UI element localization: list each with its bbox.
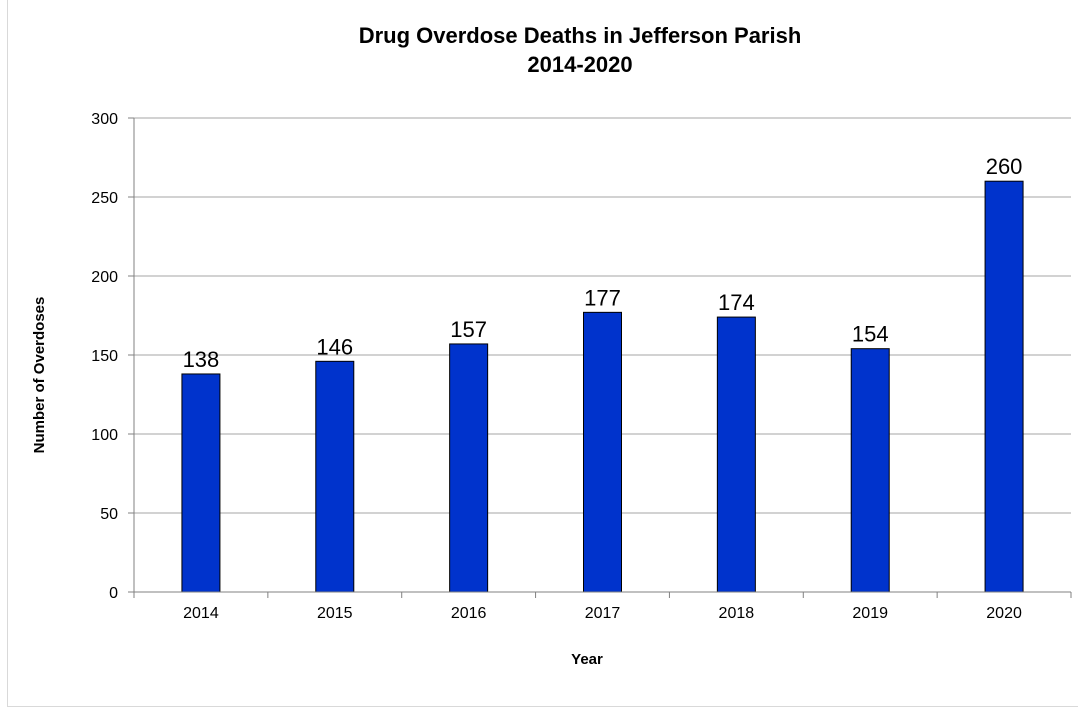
data-label: 138 bbox=[183, 347, 220, 372]
bar-2019 bbox=[850, 348, 890, 593]
bar-2018 bbox=[716, 316, 756, 593]
data-label: 146 bbox=[316, 334, 353, 359]
bar-2016 bbox=[449, 343, 489, 593]
data-label: 157 bbox=[450, 317, 487, 342]
x-tick-label: 2019 bbox=[852, 605, 888, 622]
data-label: 174 bbox=[718, 290, 755, 315]
y-tick-label: 300 bbox=[91, 111, 118, 128]
axes bbox=[128, 117, 1072, 598]
bar-2020 bbox=[984, 180, 1024, 593]
bar-2017 bbox=[583, 311, 622, 593]
y-tick-label: 250 bbox=[91, 190, 118, 207]
bars bbox=[181, 180, 1024, 593]
y-axis-label: Number of Overdoses bbox=[31, 297, 48, 454]
y-tick-labels: 0 50 100 150 200 250 300 bbox=[91, 111, 118, 602]
x-tick-labels: 2014 2015 2016 2017 2018 2019 2020 bbox=[183, 605, 1022, 622]
y-tick-label: 0 bbox=[109, 585, 118, 602]
y-tick-label: 50 bbox=[100, 506, 118, 523]
x-tick-label: 2020 bbox=[986, 605, 1022, 622]
y-tick-label: 200 bbox=[91, 269, 118, 286]
data-label: 260 bbox=[986, 154, 1023, 179]
data-labels: 138 146 157 177 174 154 260 bbox=[183, 154, 1023, 372]
x-tick-label: 2016 bbox=[451, 605, 487, 622]
x-tick-label: 2014 bbox=[183, 605, 219, 622]
x-tick-label: 2015 bbox=[317, 605, 353, 622]
x-tick-label: 2018 bbox=[719, 605, 755, 622]
y-tick-label: 100 bbox=[91, 427, 118, 444]
chart-frame bbox=[7, 0, 1078, 707]
x-axis-label: Year bbox=[571, 651, 603, 668]
bar-2015 bbox=[315, 360, 355, 593]
bar-2014 bbox=[181, 373, 221, 593]
chart-subtitle: 2014-2020 bbox=[527, 52, 632, 77]
data-label: 177 bbox=[584, 285, 621, 310]
x-tick-label: 2017 bbox=[585, 605, 621, 622]
y-tick-label: 150 bbox=[91, 348, 118, 365]
data-label: 154 bbox=[852, 322, 889, 347]
chart-title: Drug Overdose Deaths in Jefferson Parish bbox=[359, 23, 802, 48]
